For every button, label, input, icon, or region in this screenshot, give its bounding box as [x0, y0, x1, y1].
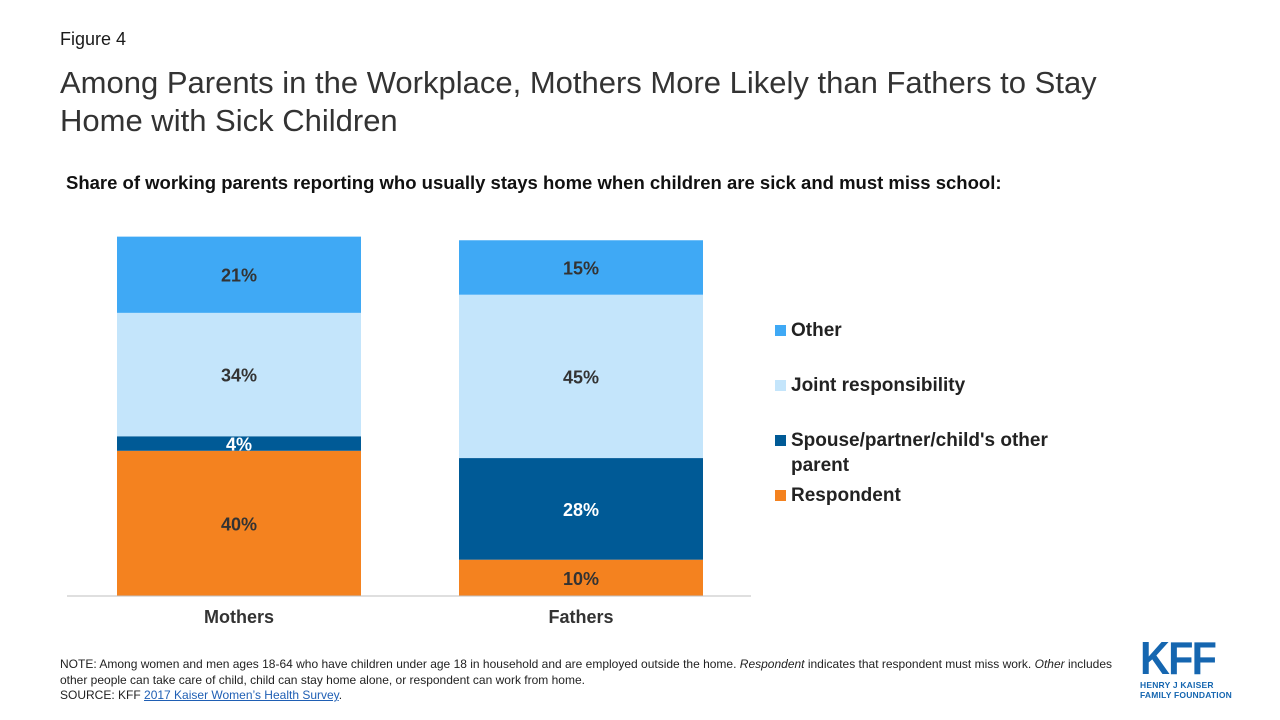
legend-label-spouse: Spouse/partner/child's other parent — [791, 430, 1048, 476]
legend-item-other: Other — [775, 318, 1101, 343]
source-prefix: SOURCE: KFF — [60, 688, 145, 702]
legend-swatch-spouse — [775, 435, 786, 446]
footnote: NOTE: Among women and men ages 18-64 who… — [60, 657, 1120, 704]
legend-label-respondent: Respondent — [791, 485, 901, 506]
data-labels-group: 40% 4% 34% 21% 10% 28% 45% 15% — [221, 258, 599, 588]
data-label-fathers-2: 45% — [563, 367, 599, 387]
bar-segment-mothers-2 — [117, 312, 361, 437]
logo-line-2: FAMILY FOUNDATION — [1140, 690, 1233, 700]
source-suffix: . — [338, 688, 343, 702]
category-label-mothers: Mothers — [204, 607, 274, 627]
data-label-fathers-3: 15% — [563, 258, 599, 278]
bar-segment-fathers-1 — [459, 458, 703, 560]
data-label-fathers-1: 28% — [563, 500, 599, 520]
category-labels-group: Mothers Fathers — [204, 607, 614, 627]
bar-segment-mothers-3 — [117, 236, 361, 313]
logo-line-1: HENRY J KAISER — [1140, 680, 1214, 690]
chart-title: Among Parents in the Workplace, Mothers … — [60, 65, 1097, 138]
legend-item-spouse: Spouse/partner/child's other parent — [775, 428, 1091, 478]
legend-swatch-joint — [775, 380, 786, 391]
legend-swatch-other — [775, 325, 786, 336]
data-label-fathers-0: 10% — [563, 569, 599, 589]
note-mid: indicates that respondent must miss work… — [804, 657, 1035, 671]
bar-segment-fathers-0 — [459, 559, 703, 596]
bar-segment-fathers-2 — [459, 294, 703, 459]
data-label-mothers-0: 40% — [221, 514, 257, 534]
note-italic-other: Other — [1034, 657, 1065, 671]
chart-subtitle: Share of working parents reporting who u… — [66, 172, 1002, 193]
legend-label-other: Other — [791, 320, 842, 341]
note-italic-respondent: Respondent — [739, 657, 805, 671]
bar-segment-mothers-1 — [117, 436, 361, 451]
legend-swatch-respondent — [775, 490, 786, 501]
note-prefix: NOTE: Among women and men ages 18-64 who… — [60, 657, 740, 671]
source-link[interactable]: 2017 Kaiser Women’s Health Survey — [144, 688, 339, 702]
bar-segment-fathers-3 — [459, 240, 703, 295]
figure-label: Figure 4 — [60, 29, 127, 49]
data-label-mothers-3: 21% — [221, 266, 257, 286]
bars-group — [117, 236, 703, 596]
data-label-mothers-2: 34% — [221, 366, 257, 386]
note-suffix: includes other people can take care of c… — [60, 657, 1112, 687]
logo-wordmark: KFF — [1140, 632, 1217, 684]
category-label-fathers: Fathers — [548, 607, 613, 627]
legend-item-respondent: Respondent — [775, 483, 1101, 508]
kff-logo: KFF HENRY J KAISER FAMILY FOUNDATION — [1140, 632, 1240, 700]
legend-item-joint: Joint responsibility — [775, 373, 1101, 398]
bar-segment-mothers-0 — [117, 450, 361, 596]
data-label-mothers-1: 4% — [226, 435, 252, 455]
legend-label-joint: Joint responsibility — [791, 375, 966, 396]
